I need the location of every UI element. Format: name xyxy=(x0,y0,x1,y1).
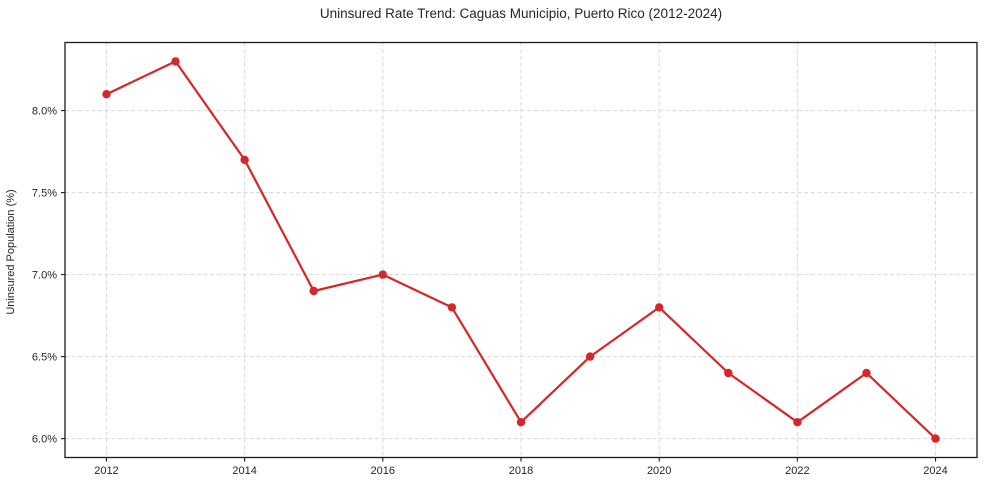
data-point xyxy=(793,418,802,427)
x-tick-label: 2024 xyxy=(923,465,947,477)
data-point xyxy=(862,368,871,378)
data-point xyxy=(102,90,111,99)
x-tick-label: 2020 xyxy=(647,465,671,477)
y-tick-label: 6.0% xyxy=(32,434,57,446)
data-point xyxy=(585,352,595,361)
grid-layer xyxy=(65,42,977,458)
x-tick-label: 2012 xyxy=(94,465,118,477)
y-axis-title: Uninsured Population (%) xyxy=(5,189,17,314)
data-point xyxy=(931,434,940,443)
data-point xyxy=(378,270,387,279)
chart-title: Uninsured Rate Trend: Caguas Municipio, … xyxy=(320,6,722,21)
y-tick-label: 6.5% xyxy=(32,352,57,364)
data-point xyxy=(447,303,457,312)
data-point xyxy=(240,155,249,164)
data-point xyxy=(309,286,318,296)
series-layer xyxy=(102,57,940,443)
x-tick-label: 2014 xyxy=(232,465,256,477)
y-tick-label: 7.0% xyxy=(32,270,57,282)
x-tick-label: 2022 xyxy=(785,465,809,477)
axis-layer: 2012 2014 2016 2018 2020 2022 2024 6.0% 6.5% 7.0%… xyxy=(32,41,978,477)
data-point xyxy=(655,303,664,312)
x-tick-label: 2018 xyxy=(509,465,533,477)
y-tick-label: 8.0% xyxy=(32,106,57,118)
data-point xyxy=(171,57,180,66)
x-tick-label: 2016 xyxy=(371,465,395,477)
data-point xyxy=(516,418,526,427)
y-tick-label: 7.5% xyxy=(32,188,57,200)
data-point xyxy=(724,368,733,378)
